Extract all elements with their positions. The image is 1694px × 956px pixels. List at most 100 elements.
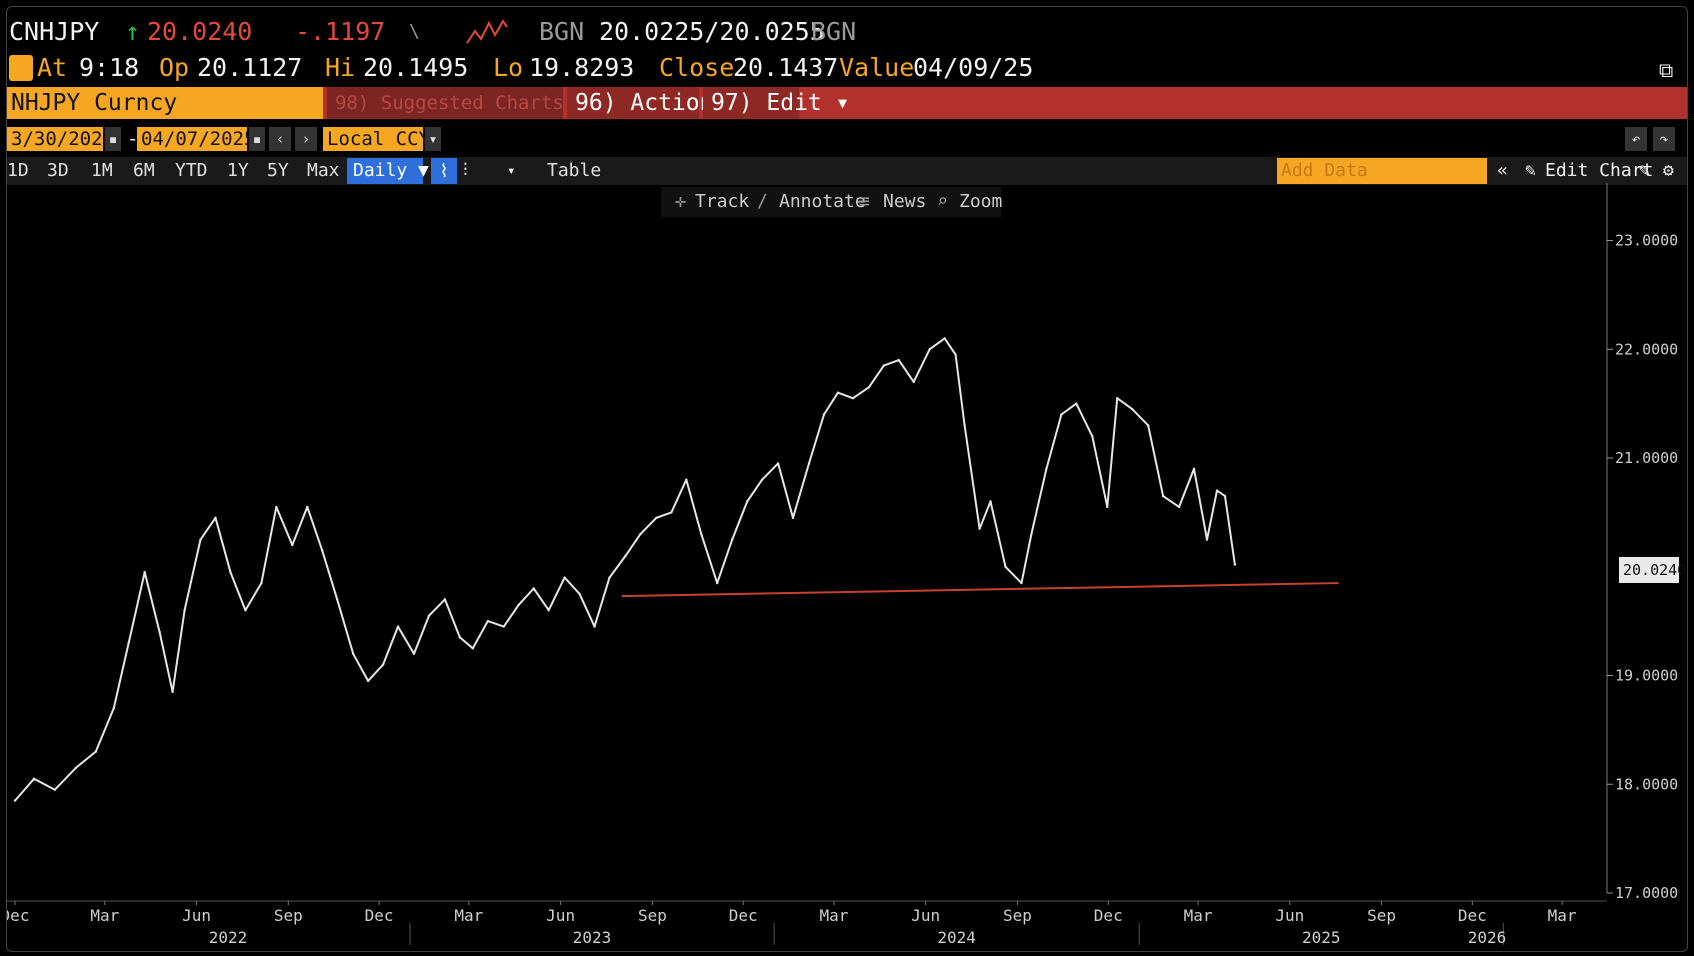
data-point (321, 549, 324, 552)
data-point (94, 750, 97, 753)
x-tick-label: Jun (1275, 906, 1304, 925)
period-max[interactable]: Max (307, 160, 340, 181)
table-button[interactable]: Table (547, 160, 602, 181)
x-tick-label: Jun (911, 906, 940, 925)
end-calendar-icon[interactable]: ▪ (249, 127, 265, 151)
settings-edit-icon[interactable]: ✎ (1639, 160, 1650, 181)
data-point (851, 396, 855, 400)
security-field[interactable]: NHJPY Curncy (7, 87, 323, 119)
period-1m[interactable]: 1M (91, 160, 113, 181)
period-ytd[interactable]: YTD (175, 160, 208, 181)
data-point (807, 462, 811, 465)
data-point (412, 652, 416, 655)
chart-tools: ✛ Track ∕ Annotate ≡ News ⌕ Zoom (661, 187, 1003, 217)
period-5y[interactable]: 5Y (267, 160, 289, 181)
value-label: Value (839, 53, 915, 82)
data-point (760, 478, 764, 481)
data-point (1075, 402, 1078, 405)
data-point (517, 603, 520, 607)
ticker-symbol[interactable]: CNHJPY (9, 17, 100, 46)
data-point (912, 380, 915, 384)
price-chart[interactable]: Dec Mar Jun Sep Dec Mar Jun Sep Dec Mar Jun Sep Dec M… (7, 7, 1687, 951)
bar-chart-icon[interactable]: ⫶ (463, 160, 468, 181)
pencil-icon: ✎ (1525, 160, 1536, 181)
x-tick-label: Dec (1094, 906, 1123, 925)
popout-icon[interactable]: ⧉ (1659, 58, 1674, 82)
x-year-label: 2025 (1302, 928, 1341, 947)
trendline (621, 582, 1339, 598)
prev-range-icon[interactable]: ‹ (269, 127, 291, 151)
data-point (244, 609, 247, 612)
value-date: 04/09/25 (913, 53, 1034, 82)
data-point (730, 538, 734, 541)
period-1y[interactable]: 1Y (227, 160, 249, 181)
bid-ask: 20.0225/20.0255 (599, 17, 825, 46)
data-point (563, 576, 566, 579)
data-point (74, 766, 78, 770)
next-range-icon[interactable]: › (295, 127, 317, 151)
end-date-field[interactable]: 04/07/2025 (137, 127, 255, 151)
data-point (624, 554, 627, 558)
frequency-select[interactable]: Daily ▼ (347, 158, 429, 184)
data-point (547, 609, 550, 612)
ohlc-row: At 9:18 Op 20.1127 Hi 20.1495 Lo 19.8293… (7, 51, 1687, 85)
sparkline-icon[interactable] (465, 17, 509, 56)
high-value: 20.1495 (363, 53, 469, 82)
data-point (867, 386, 871, 389)
open-value: 20.1127 (197, 53, 303, 82)
data-point (1030, 532, 1033, 536)
x-tick-label: Dec (365, 906, 394, 925)
data-point (700, 532, 703, 536)
redo-icon[interactable]: ↷ (1653, 127, 1675, 151)
data-point (32, 777, 36, 781)
close-value: 20.1437 (733, 53, 839, 82)
data-point (1091, 435, 1094, 438)
data-point (486, 619, 490, 623)
data-point (443, 598, 447, 601)
data-point (158, 630, 161, 634)
add-data-input[interactable]: Add Data (1277, 158, 1487, 184)
data-point (1215, 489, 1219, 492)
data-point (351, 652, 355, 655)
data-point (532, 587, 535, 590)
track-button[interactable]: Track (695, 191, 750, 212)
line-chart-icon[interactable]: ⌇ (431, 158, 457, 184)
period-1d[interactable]: 1D (7, 160, 29, 181)
period-6m[interactable]: 6M (133, 160, 155, 181)
data-point (670, 511, 673, 514)
currency-dropdown-icon[interactable]: ▾ (425, 127, 441, 151)
collapse-icon[interactable]: « (1497, 160, 1508, 181)
x-tick-label: Sep (1367, 906, 1396, 925)
x-tick-label: Sep (638, 906, 667, 925)
data-point (1045, 467, 1048, 471)
chart-window: CNHJPY ↑ 20.0240 -.1197 \ BGN 20.0225/20… (6, 6, 1688, 952)
y-tick-label: 22.0000 (1615, 340, 1678, 358)
zoom-button[interactable]: Zoom (959, 191, 1003, 212)
gear-icon[interactable]: ⚙ (1663, 160, 1674, 181)
low-label: Lo (493, 53, 524, 82)
data-point (776, 462, 780, 465)
data-point (112, 706, 115, 710)
alert-icon[interactable] (9, 55, 33, 81)
start-date-field[interactable]: 3/30/2023 (7, 127, 114, 151)
chart-type-dropdown-icon[interactable]: ▾ (507, 163, 516, 179)
data-point (291, 543, 294, 547)
news-button[interactable]: News (883, 191, 927, 212)
data-point (335, 598, 339, 601)
suggested-charts-menu[interactable]: 98) Suggested Charts ▾ (327, 87, 587, 119)
annotate-button[interactable]: Annotate (779, 191, 866, 212)
x-year-label: 2024 (937, 928, 976, 947)
period-3d[interactable]: 3D (47, 160, 69, 181)
data-point (639, 532, 642, 536)
close-label: Close (659, 53, 735, 82)
x-year-label: 2022 (209, 928, 248, 947)
data-point (1116, 396, 1119, 400)
data-point (306, 505, 309, 509)
data-point (260, 581, 263, 585)
start-calendar-icon[interactable]: ▪ (105, 127, 121, 151)
undo-icon[interactable]: ↶ (1625, 127, 1647, 151)
edit-chart-button[interactable]: Edit Chart (1545, 160, 1654, 181)
quote-header: CNHJPY ↑ 20.0240 -.1197 \ BGN 20.0225/20… (7, 15, 1687, 49)
data-point (1146, 424, 1150, 427)
currency-select[interactable]: Local CCY (323, 127, 430, 151)
